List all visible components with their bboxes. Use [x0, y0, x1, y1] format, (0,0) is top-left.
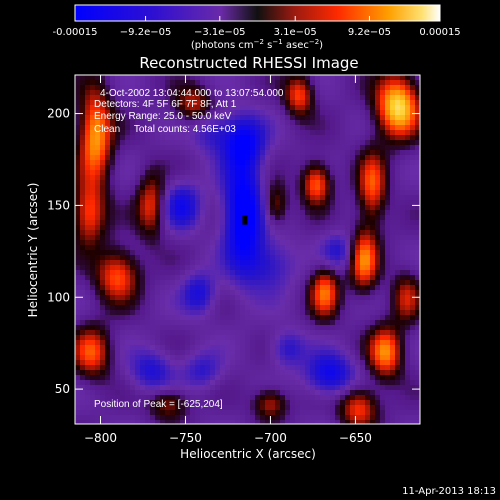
y-axis-label: Heliocentric Y (arcsec) — [26, 183, 40, 318]
annotations: 4-Oct-2002 13:04:44.000 to 13:07:54.000 … — [94, 88, 284, 410]
y-tick-label: 150 — [47, 198, 70, 212]
heatmap-area — [75, 75, 420, 424]
annotation-peak: Position of Peak = [-625,204] — [94, 399, 223, 410]
y-tick-label: 50 — [55, 382, 70, 396]
minimum-marker — [242, 215, 248, 225]
x-axis-label: Heliocentric X (arcsec) — [180, 447, 316, 461]
chart-title: Reconstructed RHESSI Image — [139, 54, 358, 72]
colorbar-tick-label: 3.1e−05 — [274, 27, 317, 38]
y-tick-label: 200 — [47, 107, 70, 121]
x-tick-label: −650 — [339, 431, 372, 445]
colorbar-tick-label: −9.2e−05 — [120, 27, 172, 38]
colorbar-tick-label: -0.00015 — [53, 27, 98, 38]
annotation-detectors: Detectors: 4F 5F 6F 7F 8F, Att 1 — [94, 99, 237, 110]
annotation-energy: Energy Range: 25.0 - 50.0 keV — [94, 111, 232, 122]
colorbar-units: (photons cm−2 s−1 asec−2) — [191, 38, 323, 51]
colorbar-tick-label: −3.1e−05 — [194, 27, 246, 38]
colorbar-tick-label: 9.2e−05 — [348, 27, 391, 38]
heatmap-canvas — [75, 75, 420, 424]
colorbar-ticks: -0.00015 −9.2e−05 −3.1e−05 3.1e−05 9.2e−05 0.… — [53, 16, 461, 38]
x-tick-label: −800 — [84, 431, 117, 445]
colorbar-tick-label: 0.00015 — [419, 27, 460, 38]
x-tick-label: −750 — [169, 431, 202, 445]
x-axis: −800 −750 −700 −650 — [84, 75, 372, 445]
annotation-time: 4-Oct-2002 13:04:44.000 to 13:07:54.000 — [100, 88, 284, 99]
y-tick-label: 100 — [47, 290, 70, 304]
footer-timestamp: 11-Apr-2013 18:13 — [402, 486, 496, 497]
x-tick-label: −700 — [254, 431, 287, 445]
annotation-clean: Clean Total counts: 4.56E+03 — [94, 124, 236, 135]
colorbar — [74, 4, 441, 22]
y-axis: 50 100 150 200 — [47, 107, 420, 396]
plot-frame — [74, 74, 421, 425]
